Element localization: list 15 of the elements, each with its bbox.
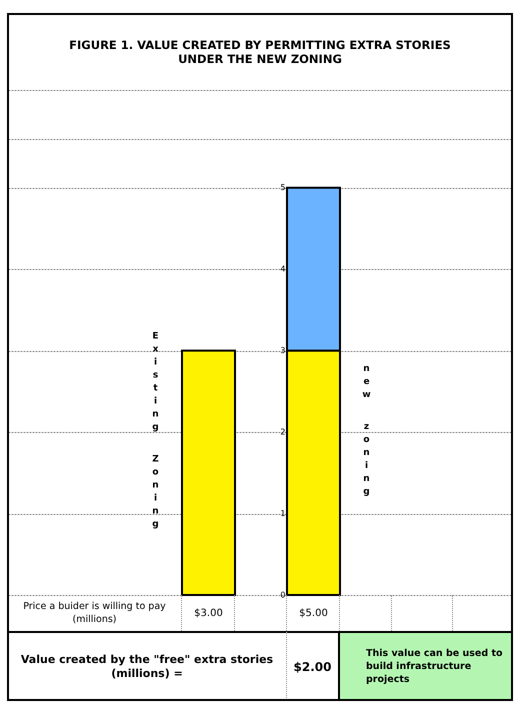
text: Value created by the "free" extra stories (millions) = [20,652,274,680]
text: $2.00 [294,660,332,674]
y-tick-label: 0 [280,590,286,600]
y-tick-label: 1 [280,509,286,518]
y-tick-label: 4 [280,264,286,274]
note-box: This value can be used to build infrastructure projects [340,631,512,700]
y-tick-label: 5 [280,183,286,192]
total-label: $3.00 [194,608,223,618]
text: Price a buider is willing to pay (millions) [22,600,167,626]
chart-title: FIGURE 1. VALUE CREATED BY PERMITTING EXTRA STORIES UNDER THE NEW ZONING [68,38,452,66]
total-label: $5.00 [299,608,328,618]
x-tick-label: Existing Zoning [150,332,160,533]
x-tick-label: new zoning [362,364,372,500]
y-tick-label: 3 [280,346,286,356]
y-tick-label: 2 [280,428,286,437]
